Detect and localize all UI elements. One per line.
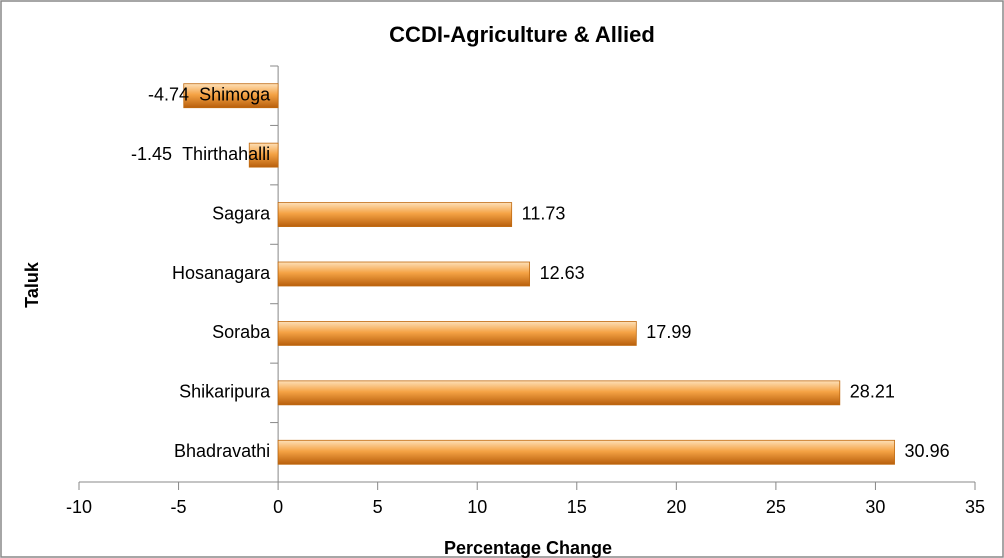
x-tick-label: 30 bbox=[865, 497, 885, 517]
x-tick-label: -5 bbox=[171, 497, 187, 517]
data-label: 17.99 bbox=[646, 322, 691, 342]
x-tick-label: 15 bbox=[567, 497, 587, 517]
y-tick-label: Shimoga bbox=[199, 84, 271, 104]
x-tick-label: 35 bbox=[965, 497, 985, 517]
bar bbox=[183, 83, 279, 109]
bar bbox=[277, 202, 513, 227]
data-label: 30.96 bbox=[905, 441, 950, 461]
x-tick-label: 0 bbox=[273, 497, 283, 517]
y-tick-label: Thirthahalli bbox=[182, 144, 270, 164]
x-tick-label: -10 bbox=[66, 497, 92, 517]
x-tick-label: 5 bbox=[373, 497, 383, 517]
data-label: -1.45 bbox=[131, 144, 172, 164]
bar bbox=[277, 261, 530, 287]
data-label: -4.74 bbox=[148, 84, 189, 104]
x-axis-title: Percentage Change bbox=[444, 538, 612, 558]
chart-title: CCDI-Agriculture & Allied bbox=[389, 22, 655, 47]
y-tick-label: Hosanagara bbox=[172, 263, 271, 283]
x-tick-label: 25 bbox=[766, 497, 786, 517]
y-tick-label: Sagara bbox=[212, 203, 271, 223]
bar bbox=[277, 439, 895, 465]
y-tick-label: Soraba bbox=[212, 322, 271, 342]
y-axis-title: Taluk bbox=[22, 261, 42, 308]
data-label: 11.73 bbox=[522, 203, 566, 223]
y-tick-label: Shikaripura bbox=[179, 382, 271, 402]
y-tick-label: Bhadravathi bbox=[174, 441, 270, 461]
bar bbox=[277, 380, 841, 406]
x-tick-label: 10 bbox=[467, 497, 487, 517]
bar bbox=[277, 321, 637, 346]
data-label: 12.63 bbox=[540, 263, 585, 283]
x-tick-label: 20 bbox=[666, 497, 686, 517]
bar bbox=[248, 142, 279, 168]
data-label: 28.21 bbox=[850, 382, 895, 402]
